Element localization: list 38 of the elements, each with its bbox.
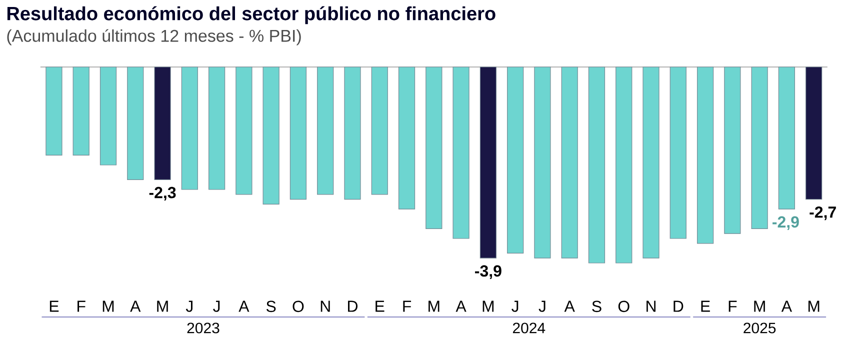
data-label: -2,3 [149,186,176,201]
x-tick-label: J [186,300,192,312]
x-tick-label: A [564,300,575,312]
x-tick-label: J [213,300,220,312]
x-tick-label: J [538,300,546,312]
x-tick-label: S [266,300,276,312]
x-tick-label: M [428,300,440,312]
chart-subtitle: (Acumulado últimos 12 meses - % PBI) [7,29,301,46]
x-tick-label: E [701,300,710,312]
x-tick-label: F [403,300,412,312]
x-tick-label: A [781,300,792,312]
chart-title: Resultado económico del sector público no financiero [7,6,496,24]
text: 2023 [187,322,220,334]
x-tick-label: S [592,300,602,312]
x-tick-label: M [157,300,168,312]
x-tick-label: A [456,300,466,312]
x-tick-label: A [130,300,141,312]
text: 2024 [512,322,546,334]
x-tick-label: N [646,300,656,312]
x-tick-label: O [618,300,630,312]
x-tick-label: M [808,300,820,312]
x-tick-label: M [482,300,494,312]
x-tick-label: D [674,300,684,312]
x-tick-label: D [348,300,358,312]
x-tick-label: J [512,300,518,312]
x-tick-label: F [78,300,86,312]
x-tick-label: M [102,300,114,312]
data-label: -2,9 [772,216,799,230]
x-tick-label: O [292,300,304,312]
data-label: -3,9 [475,265,502,279]
x-tick-label: E [50,300,59,312]
x-tick-label: F [728,300,737,312]
x-tick-label: E [376,300,384,312]
data-label: -2,7 [810,206,836,220]
x-tick-label: M [754,300,765,312]
x-tick-label: N [320,300,330,312]
x-tick-label: A [238,300,250,312]
text: 2025 [744,322,776,334]
